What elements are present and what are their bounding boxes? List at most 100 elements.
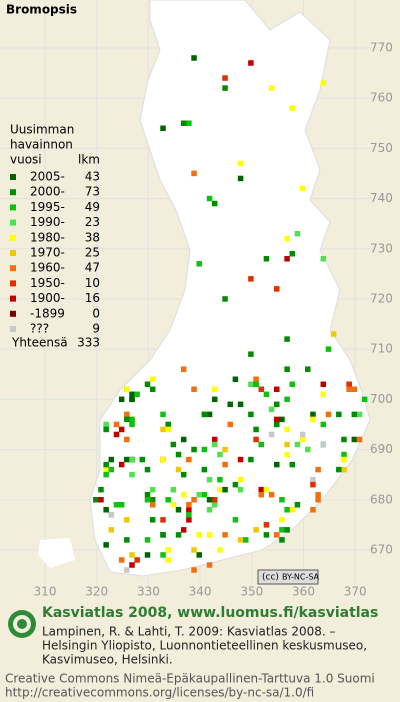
observation-square: [279, 527, 285, 533]
legend-count-heading: lkm: [78, 153, 100, 167]
observation-square: [129, 416, 135, 423]
x-axis-label: 320: [85, 585, 108, 599]
observation-square: [149, 502, 156, 508]
legend-label: 1950-: [30, 276, 65, 290]
observation-square: [248, 411, 254, 418]
legend-swatch: [10, 219, 16, 226]
legend-swatch: [10, 265, 16, 272]
legend-swatch: [10, 295, 16, 302]
observation-square: [186, 120, 192, 126]
observation-square: [279, 517, 285, 523]
observation-square: [118, 502, 125, 508]
x-axis-label: 330: [137, 585, 160, 599]
legend-heading: vuosi: [10, 153, 42, 167]
observation-square: [180, 491, 187, 498]
observation-square: [242, 537, 249, 543]
observation-square: [211, 436, 218, 443]
observation-square: [206, 507, 213, 513]
legend-label: 2005-: [30, 170, 65, 184]
legend-count: 38: [85, 230, 100, 244]
observation-square: [175, 532, 182, 538]
observation-square: [227, 421, 233, 428]
y-axis-label: 770: [370, 41, 393, 55]
observation-square: [175, 466, 182, 473]
observation-square: [124, 411, 130, 418]
observation-square: [206, 532, 213, 538]
observation-square: [124, 386, 130, 393]
legend-label: 1990-: [30, 215, 65, 229]
observation-square: [310, 476, 316, 483]
observation-square: [274, 401, 280, 408]
observation-square: [211, 502, 218, 508]
observation-square: [263, 532, 270, 538]
observation-square: [134, 557, 140, 563]
badge-text: BY-NC-SA: [282, 573, 320, 582]
observation-square: [211, 441, 218, 448]
observation-square: [341, 456, 347, 463]
observation-square: [263, 486, 270, 493]
observation-square: [268, 491, 275, 498]
observation-square: [284, 426, 290, 433]
observation-square: [160, 411, 166, 418]
observation-square: [284, 527, 290, 533]
observation-square: [315, 496, 321, 503]
legend-count: 16: [85, 291, 100, 305]
observation-square: [129, 396, 135, 403]
observation-square: [149, 376, 156, 382]
observation-square: [356, 436, 363, 443]
observation-square: [258, 441, 264, 448]
legend-label: 1970-: [30, 246, 65, 260]
legend-swatch: [10, 204, 16, 211]
observation-square: [124, 436, 130, 443]
observation-square: [124, 517, 130, 523]
observation-square: [320, 256, 327, 262]
observation-square: [160, 125, 166, 131]
legend-swatch: [10, 280, 16, 287]
citation: Lampinen, R. & Lahti, T. 2009: Kasviatla…: [42, 625, 336, 639]
observation-square: [124, 416, 130, 423]
observation-square: [284, 256, 290, 262]
observation-square: [310, 411, 316, 418]
observation-square: [103, 421, 109, 428]
observation-square: [196, 491, 202, 498]
observation-square: [180, 471, 187, 478]
y-axis-label: 750: [370, 141, 393, 155]
observation-square: [186, 456, 192, 463]
observation-square: [196, 552, 202, 558]
observation-square: [248, 351, 254, 357]
observation-square: [217, 486, 223, 493]
observation-square: [310, 507, 316, 513]
observation-square: [113, 502, 120, 508]
observation-square: [201, 491, 208, 498]
legend-heading: havainnon: [10, 138, 73, 152]
observation-square: [289, 251, 296, 257]
observation-square: [129, 552, 135, 558]
observation-square: [320, 391, 327, 398]
observation-square: [103, 466, 109, 473]
observation-square: [165, 421, 171, 428]
observation-square: [217, 476, 223, 483]
observation-square: [284, 396, 290, 403]
observation-square: [186, 502, 192, 508]
observation-square: [351, 411, 358, 418]
y-axis-label: 720: [370, 292, 393, 306]
observation-square: [222, 446, 228, 453]
observation-square: [253, 527, 259, 533]
observation-square: [144, 537, 151, 543]
observation-square: [279, 537, 285, 543]
observation-square: [294, 441, 301, 448]
citation: Kasvimuseo, Helsinki.: [42, 653, 173, 667]
observation-square: [237, 175, 244, 182]
footer-title: Kasviatlas 2008, www.luomus.fi/kasviatla…: [42, 605, 378, 621]
observation-square: [330, 331, 337, 337]
observation-square: [274, 416, 280, 423]
observation-square: [341, 466, 347, 473]
y-axis-label: 730: [370, 241, 393, 255]
observation-square: [289, 461, 296, 468]
observation-square: [222, 532, 228, 538]
observation-square: [341, 436, 347, 443]
observation-square: [118, 426, 125, 433]
observation-square: [274, 286, 280, 292]
x-axis-label: 370: [344, 585, 367, 599]
